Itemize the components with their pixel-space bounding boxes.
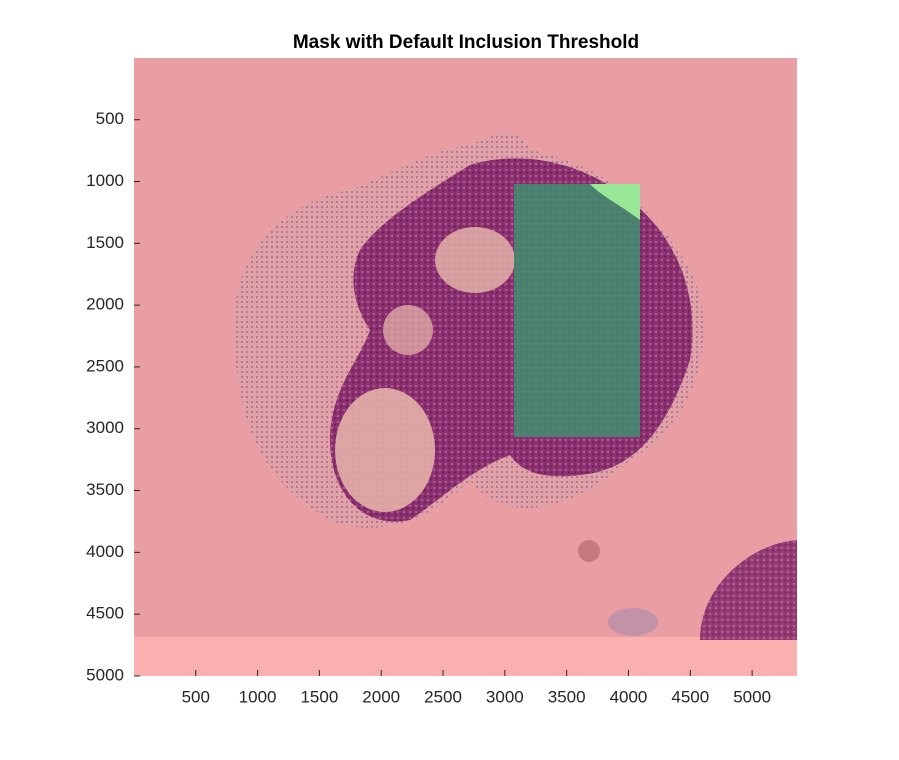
tissue-corner	[700, 540, 797, 640]
spot	[578, 540, 600, 562]
x-tick-label: 2000	[362, 687, 400, 706]
mask-region	[514, 184, 640, 437]
spot	[608, 608, 658, 636]
x-tick-label: 3000	[486, 687, 524, 706]
x-tick-label: 4000	[610, 687, 648, 706]
axes: 500 1000 1500 2000 2500 3000 3500 4000 4500 5000 5…	[86, 109, 771, 706]
lobule	[335, 388, 435, 512]
y-tick-label: 4500	[86, 604, 124, 623]
y-tick-label: 5000	[86, 665, 124, 684]
x-tick-label: 3500	[548, 687, 586, 706]
x-tick-label: 4500	[671, 687, 709, 706]
x-tick-label: 500	[182, 687, 210, 706]
x-tick-label: 5000	[733, 687, 771, 706]
mask-edge	[590, 184, 640, 220]
x-tick-label: 1500	[300, 687, 338, 706]
chart-title: Mask with Default Inclusion Threshold	[293, 32, 639, 53]
x-tick-label: 2500	[424, 687, 462, 706]
lobule	[435, 227, 515, 293]
y-tick-label: 1500	[86, 233, 124, 252]
mask-strip	[134, 637, 797, 676]
lobule	[383, 305, 433, 355]
y-tick-label: 500	[96, 109, 124, 128]
y-tick-label: 3000	[86, 418, 124, 437]
y-tick-label: 4000	[86, 542, 124, 561]
y-tick-label: 1000	[86, 171, 124, 190]
y-tick-label: 2500	[86, 356, 124, 375]
y-tick-label: 3500	[86, 480, 124, 499]
image	[134, 58, 797, 676]
y-tick-label: 2000	[86, 295, 124, 314]
x-tick-label: 1000	[239, 687, 277, 706]
